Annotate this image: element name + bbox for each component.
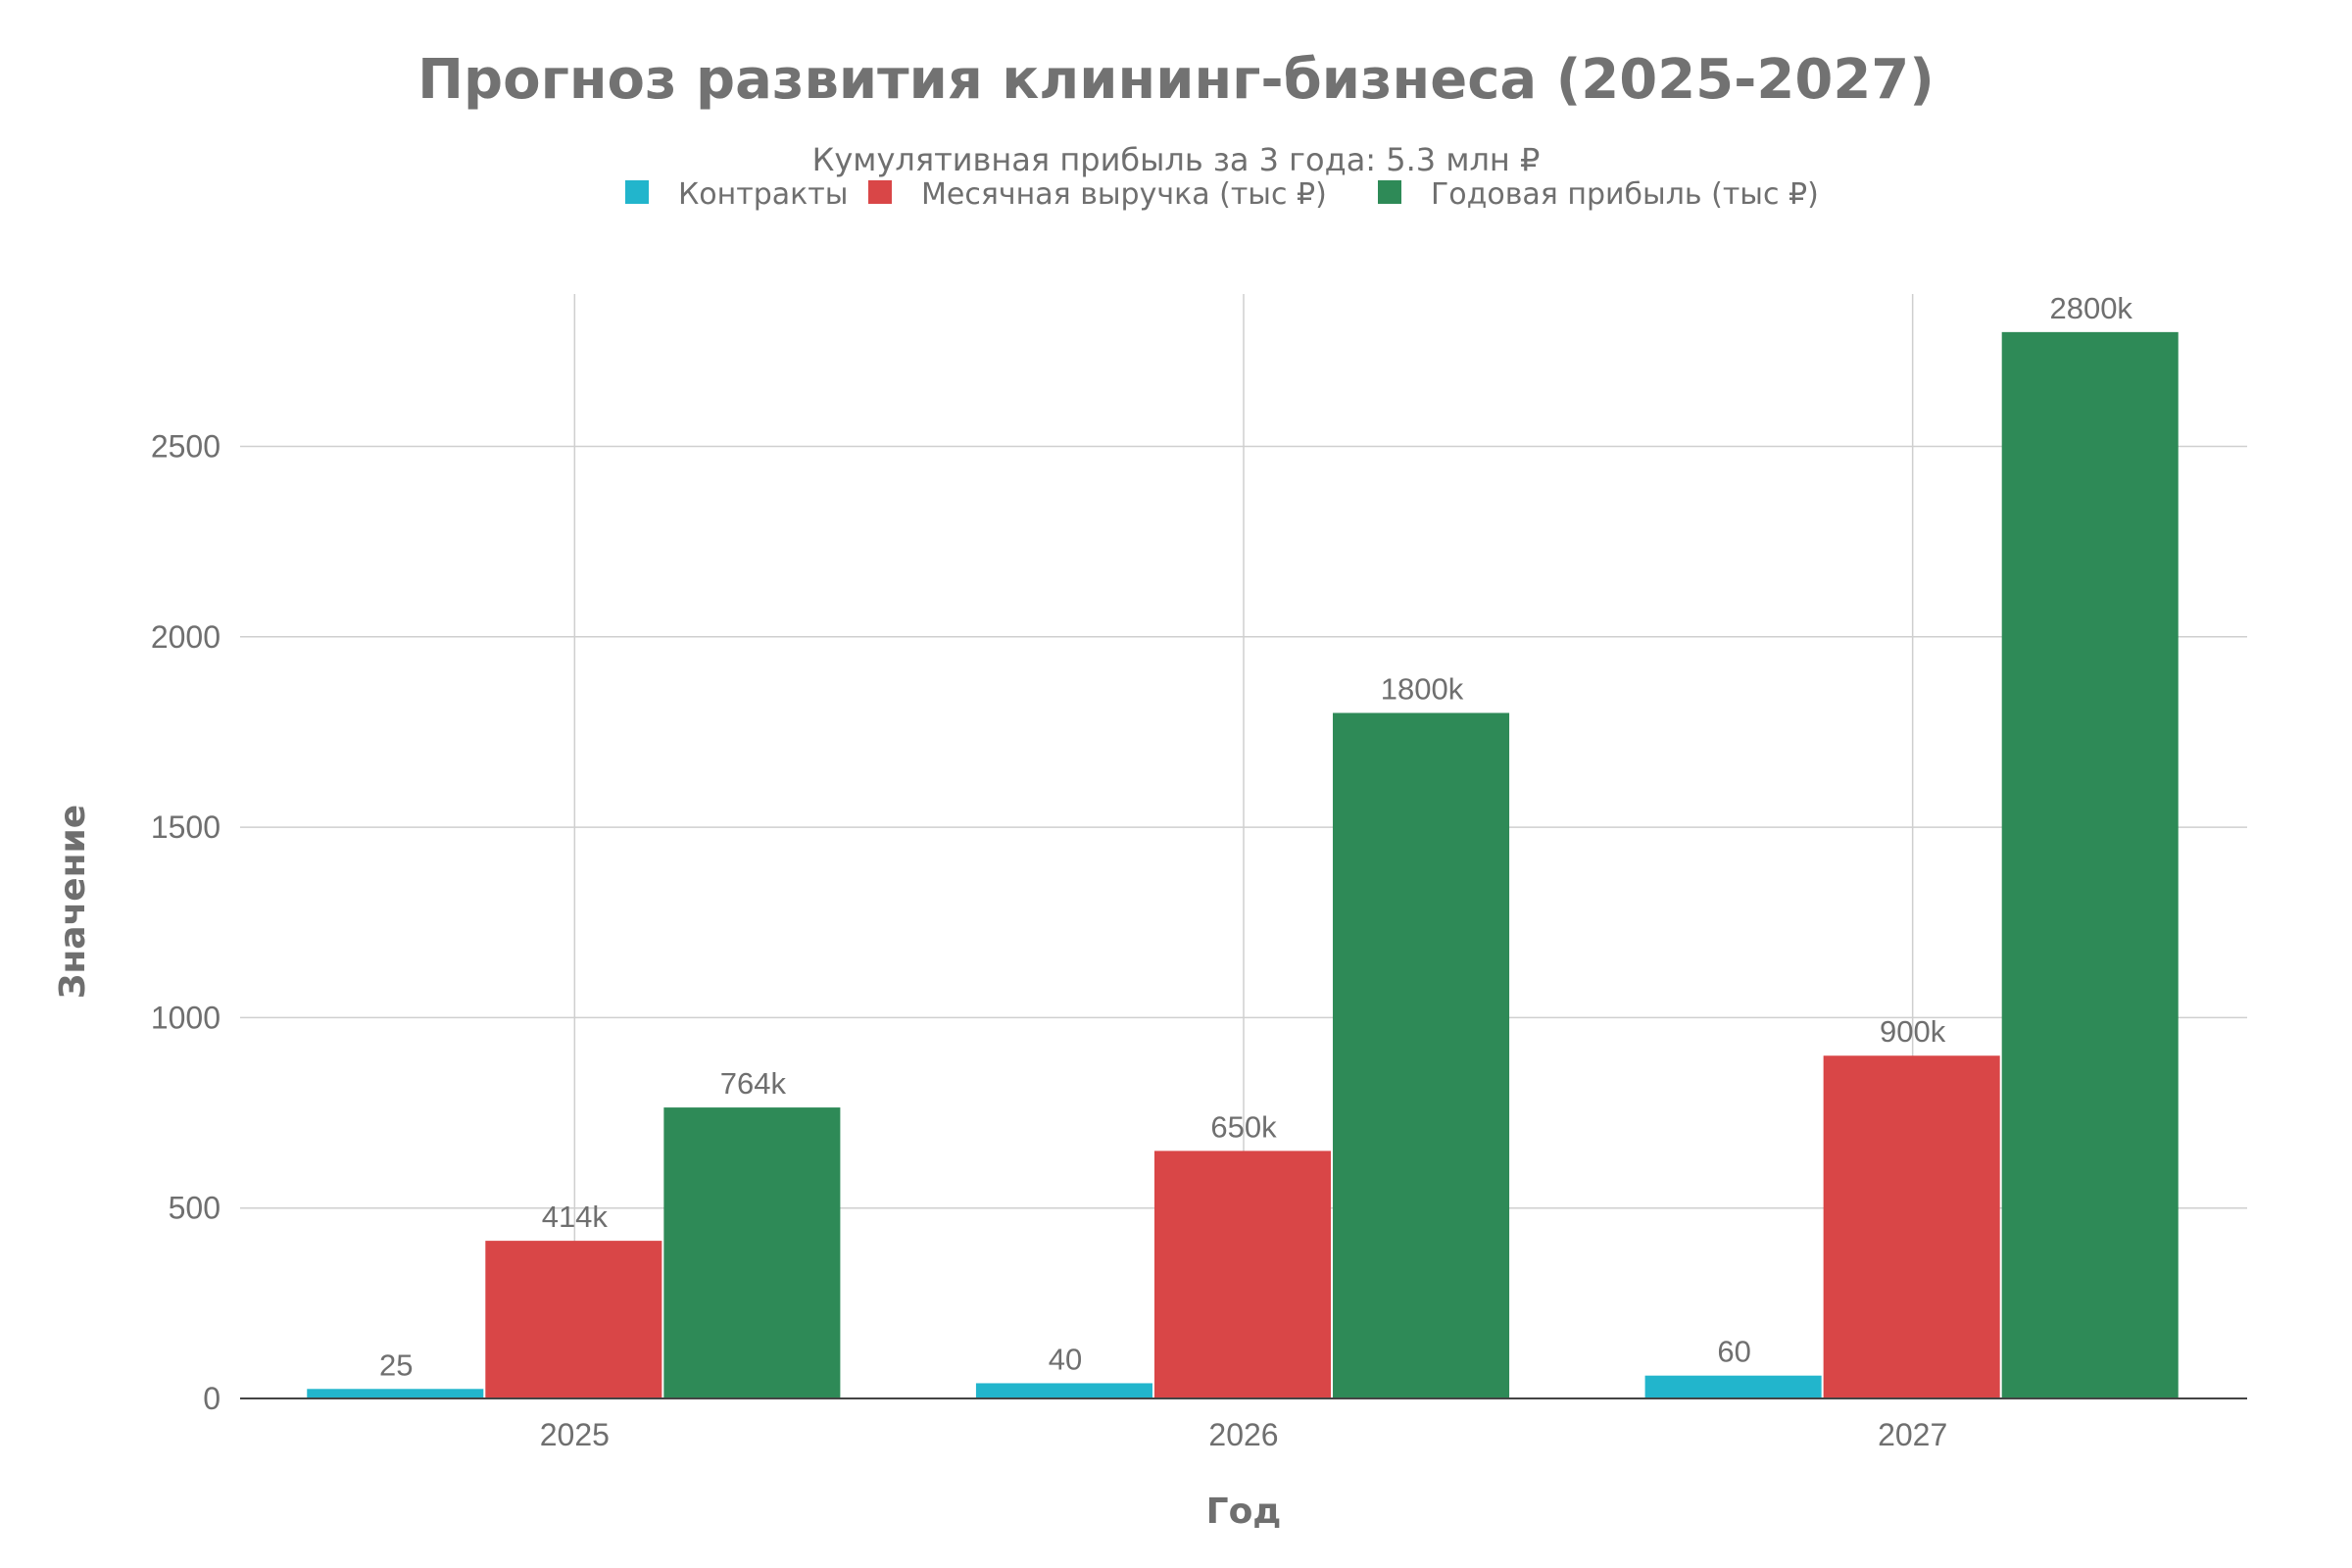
data-label: 60	[1717, 1335, 1750, 1369]
bar-3-2026	[1333, 712, 1510, 1398]
data-label: 40	[1049, 1342, 1082, 1376]
y-tick-label: 2000	[151, 619, 220, 655]
data-label: 25	[379, 1348, 413, 1382]
chart-subtitle: Кумулятивная прибыль за 3 года: 5.3 млн …	[812, 141, 1541, 178]
y-axis-title: Значение	[53, 805, 93, 999]
bar-2-2025	[485, 1241, 662, 1398]
x-axis-title: Год	[1206, 1492, 1282, 1532]
chart-title: Прогноз развития клининг-бизнеса (2025-2…	[417, 48, 1935, 112]
y-tick-label: 1000	[151, 1000, 220, 1035]
x-tick-label: 2027	[1878, 1417, 1947, 1452]
bar-2-2027	[1823, 1055, 2000, 1398]
data-label: 414k	[542, 1200, 609, 1234]
y-tick-label: 2500	[151, 428, 220, 464]
bars-layer	[307, 331, 2179, 1398]
bar-3-2027	[2001, 331, 2179, 1398]
bar-3-2025	[663, 1107, 841, 1398]
axes-layer: 0 500 1000 1500 2000 2500 2025 2026 2027	[151, 428, 2247, 1452]
legend: Контракты Месячная выручка (тыс ₽) Годовая…	[625, 177, 1819, 212]
x-tick-label: 2025	[540, 1417, 610, 1452]
legend-item-label: Месячная выручка (тыс ₽)	[921, 177, 1327, 212]
data-label: 900k	[1880, 1014, 1946, 1049]
data-label: 650k	[1210, 1109, 1277, 1144]
data-label: 2800k	[2049, 291, 2132, 325]
data-labels-layer: 25 40 60 414k 650k 900k 764k 1800k 2800k	[379, 291, 2132, 1382]
legend-swatch	[625, 180, 649, 204]
legend-swatch	[1378, 180, 1401, 204]
legend-item-label: Контракты	[678, 177, 848, 212]
legend-swatch	[868, 180, 892, 204]
data-label: 1800k	[1381, 671, 1464, 706]
bar-2-2026	[1153, 1151, 1332, 1398]
bar-1-2025	[307, 1389, 484, 1398]
x-tick-label: 2026	[1208, 1417, 1278, 1452]
bar-1-2027	[1644, 1375, 1822, 1398]
data-label: 764k	[720, 1066, 787, 1101]
y-tick-label: 1500	[151, 809, 220, 845]
y-tick-label: 500	[169, 1191, 220, 1226]
y-tick-label: 0	[203, 1381, 220, 1416]
legend-item-label: Годовая прибыль (тыс ₽)	[1431, 177, 1819, 212]
bar-1-2026	[975, 1383, 1152, 1398]
